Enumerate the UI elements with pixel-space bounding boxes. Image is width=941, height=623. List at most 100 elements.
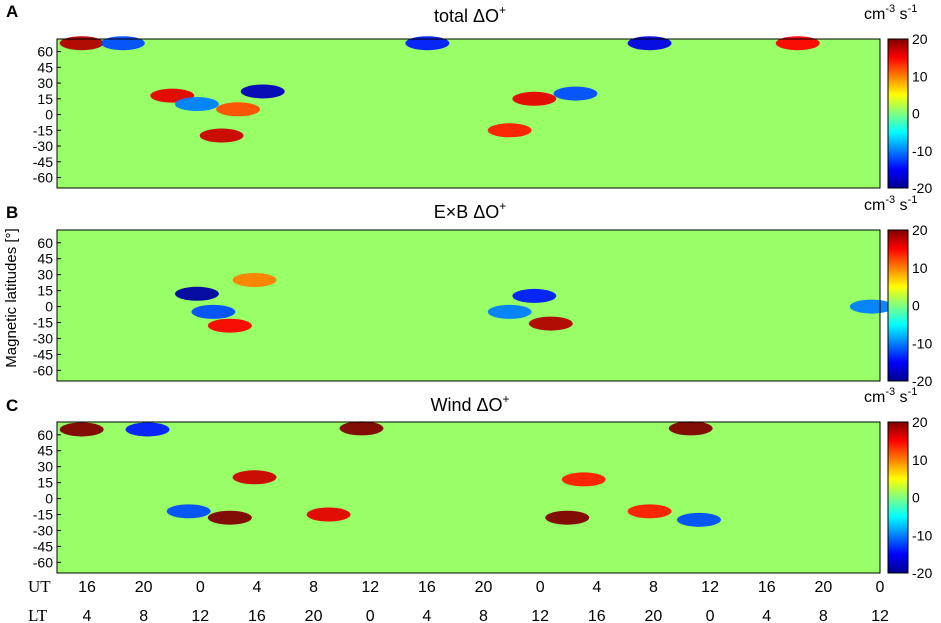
heatmap-feature: [775, 36, 820, 51]
heatmap-feature: [240, 84, 285, 99]
colorbar-gradient: [887, 229, 909, 382]
colorbar-tick-label: 20: [912, 222, 928, 238]
y-tick-label: -45: [33, 346, 53, 362]
units-label: cm-3 s-1: [864, 194, 917, 214]
lt-tick-label: 12: [871, 608, 889, 623]
ut-tick-label: 8: [649, 579, 658, 596]
ut-tick-label: 16: [758, 579, 776, 596]
heatmap-feature: [553, 86, 598, 101]
heatmap-feature: [174, 286, 219, 301]
heatmap-feature: [207, 318, 252, 333]
colorbar-tick-label: -20: [912, 373, 932, 389]
y-tick-label: 15: [37, 283, 53, 299]
colorbar-tick-label: -20: [912, 180, 932, 196]
y-tick-label: -15: [33, 507, 53, 523]
y-tick-label: -30: [33, 138, 53, 154]
heatmap-feature: [528, 316, 573, 331]
lt-tick-label: 8: [139, 608, 148, 623]
plot-frame: [56, 421, 881, 574]
heatmap-feature: [125, 422, 170, 437]
colorbar: 20 10 0 -10 -20: [887, 414, 932, 581]
lt-ticks: 4 8 12 16 20 0 4 8 12 16 20 0 4 8 12: [83, 608, 889, 623]
heatmap-feature: [207, 510, 252, 525]
colorbar-units: cm-3 s-1: [864, 3, 917, 23]
panel-title: total ΔO+: [434, 3, 506, 26]
panel-title-main: E×B ΔO: [434, 202, 500, 222]
heatmap-feature: [668, 421, 713, 436]
y-tick-label: 0: [45, 491, 53, 507]
lt-tick-label: 0: [706, 608, 715, 623]
panel-title-superscript: +: [503, 392, 510, 406]
heatmap-background: [57, 422, 880, 573]
heatmap-feature: [232, 272, 277, 287]
y-tick-label: 30: [37, 267, 53, 283]
y-tick-label: -45: [33, 538, 53, 554]
heatmap-feature: [487, 123, 532, 138]
ut-tick-label: 12: [701, 579, 719, 596]
ut-tick-label: 20: [814, 579, 832, 596]
units-label: cm-3 s-1: [864, 386, 917, 406]
ut-tick-label: 0: [876, 579, 885, 596]
panel-b: B E×B ΔO+ cm-3 s-1 604530150-15-30-45-60…: [6, 194, 932, 389]
plot-frame: [56, 229, 881, 382]
y-tick-label: -30: [33, 330, 53, 346]
heatmap-plot: [56, 421, 881, 574]
lt-tick-label: 8: [479, 608, 488, 623]
x-axis: UT LT 16 20 0 4 8 12 16 20 0 4 8 12 16 20 0 4 8 12 16 20 0 4…: [28, 577, 889, 623]
ut-tick-label: 12: [361, 579, 379, 596]
y-tick-label: 15: [37, 91, 53, 107]
colorbar-gradient: [887, 38, 909, 189]
colorbar-units: cm-3 s-1: [864, 194, 917, 214]
ut-tick-label: 16: [418, 579, 436, 596]
heatmap-feature: [166, 504, 211, 519]
ut-axis-label: UT: [28, 577, 51, 596]
panel-title: Wind ΔO+: [430, 392, 509, 415]
y-tick-label: 0: [45, 107, 53, 123]
heatmap-background: [57, 39, 880, 188]
colorbar-tick-label: 0: [912, 298, 920, 314]
heatmap-feature: [232, 470, 277, 485]
heatmap-feature: [512, 288, 557, 303]
panel-a: A total ΔO+ cm-3 s-1 604530150-15-30-45-…: [6, 2, 932, 196]
heatmap-feature: [59, 422, 104, 437]
heatmap-plot: [56, 229, 894, 382]
panel-title: E×B ΔO+: [434, 199, 507, 222]
colorbar-tick-label: -10: [912, 335, 932, 351]
panel-letter: B: [6, 203, 18, 222]
y-tick-label: 45: [37, 59, 53, 75]
y-tick-label: 60: [37, 427, 53, 443]
colorbar: 20 10 0 -10 -20: [887, 31, 932, 196]
heatmap-feature: [59, 36, 104, 51]
lt-tick-label: 16: [248, 608, 266, 623]
ut-tick-label: 20: [475, 579, 493, 596]
lt-tick-label: 4: [422, 608, 431, 623]
ut-ticks: 16 20 0 4 8 12 16 20 0 4 8 12 16 20 0: [78, 579, 884, 596]
panel-letter: A: [6, 2, 18, 21]
colorbar-tick-label: 0: [912, 490, 920, 506]
heatmap-feature: [199, 128, 244, 143]
heatmap-feature: [627, 504, 672, 519]
ut-tick-label: 4: [252, 579, 261, 596]
y-tick-label: 60: [37, 44, 53, 60]
panel-title-main: Wind ΔO: [430, 395, 502, 415]
heatmap-background: [57, 230, 880, 381]
units-label: cm-3 s-1: [864, 3, 917, 23]
y-tick-label: -60: [33, 554, 53, 570]
colorbar-tick-label: 10: [912, 68, 928, 84]
ut-tick-label: 20: [135, 579, 153, 596]
heatmap-feature: [191, 304, 236, 319]
colorbar-tick-label: 20: [912, 414, 928, 430]
colorbar-tick-label: 10: [912, 452, 928, 468]
heatmap-feature: [174, 97, 219, 112]
y-tick-label: -60: [33, 170, 53, 186]
y-axis-label: Magnetic latitudes [°]: [3, 228, 20, 367]
y-tick-label: -15: [33, 122, 53, 138]
lt-tick-label: 4: [83, 608, 92, 623]
colorbar-tick-label: -10: [912, 527, 932, 543]
heatmap-feature: [849, 299, 894, 314]
colorbar: 20 10 0 -10 -20: [887, 222, 932, 389]
lt-axis-label: LT: [28, 606, 48, 623]
